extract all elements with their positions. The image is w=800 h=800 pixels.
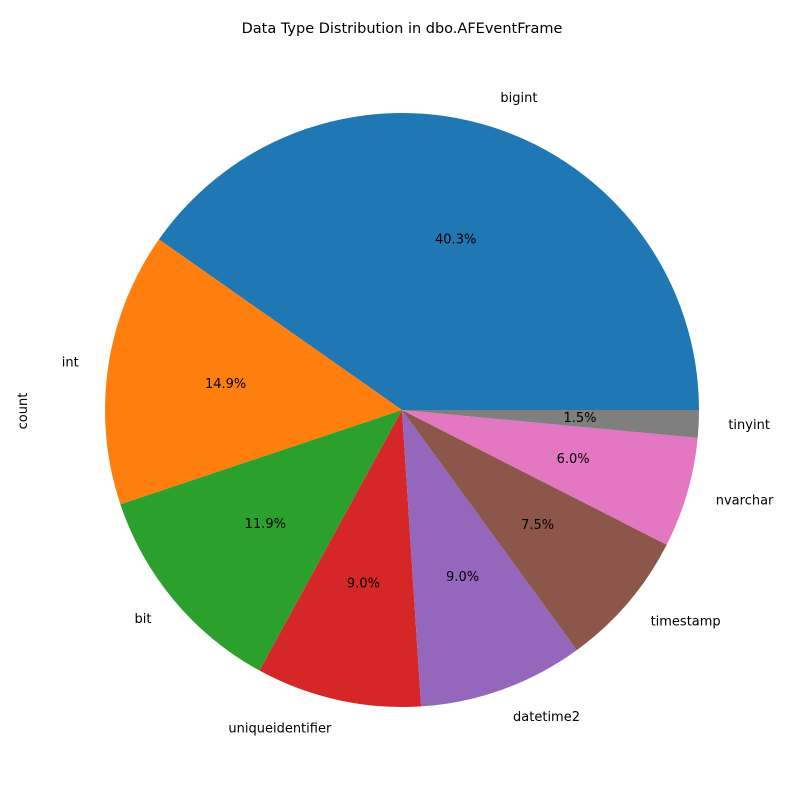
pie-labels: bigint 40.3% int 14.9% bit 11.9% uniqueidentif… — [62, 91, 774, 736]
pie-slice-int — [105, 239, 403, 505]
percent-label-uniqueidentifier: 9.0% — [347, 576, 380, 591]
y-axis-label: count — [16, 393, 31, 430]
slice-label-datetime2: datetime2 — [513, 710, 580, 725]
pie-slice-nvarchar — [402, 410, 698, 545]
slice-label-int: int — [62, 355, 79, 370]
pie-slices — [105, 113, 700, 707]
slice-label-tinyint: tinyint — [728, 418, 770, 433]
slice-label-bigint: bigint — [500, 91, 537, 106]
percent-label-bit: 11.9% — [245, 517, 286, 532]
percent-label-timestamp: 7.5% — [521, 518, 554, 533]
pie-slice-datetime2 — [402, 410, 577, 707]
percent-label-bigint: 40.3% — [435, 233, 476, 248]
chart-title: Data Type Distribution in dbo.AFEventFra… — [242, 21, 563, 37]
percent-label-datetime2: 9.0% — [446, 570, 479, 585]
percent-label-nvarchar: 6.0% — [557, 452, 590, 467]
pie-slice-tinyint — [402, 410, 699, 438]
percent-label-tinyint: 1.5% — [563, 411, 596, 426]
slice-label-bit: bit — [134, 612, 151, 627]
pie-slice-timestamp — [402, 410, 667, 651]
pie-slice-bit — [120, 410, 402, 671]
pie-slice-bigint — [158, 113, 700, 410]
pie-slice-uniqueidentifier — [259, 410, 422, 707]
slice-label-uniqueidentifier: uniqueidentifier — [228, 721, 332, 736]
slice-label-timestamp: timestamp — [651, 614, 721, 629]
slice-label-nvarchar: nvarchar — [716, 494, 774, 509]
percent-label-int: 14.9% — [205, 377, 246, 392]
